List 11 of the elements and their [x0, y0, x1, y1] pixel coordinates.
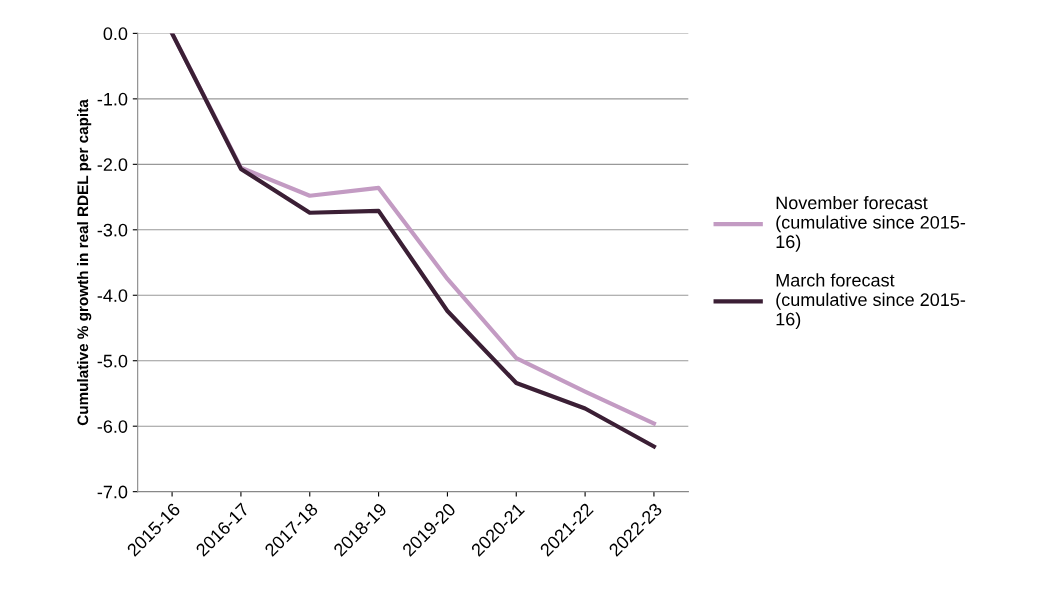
legend-label: March forecast (cumulative since 2015- 16) — [776, 273, 966, 330]
y-tick-label: -4.0 — [97, 289, 128, 302]
y-tick-label: -3.0 — [97, 223, 128, 237]
y-axis-title: Cumulative % growth in real RDEL per capita — [76, 99, 92, 426]
y-tick-label: -1.0 — [97, 92, 128, 106]
y-tick-label: -5.0 — [97, 354, 128, 368]
legend-label: November forecast (cumulative since 2015- 16) — [776, 195, 966, 252]
y-tick-label: -2.0 — [97, 158, 128, 172]
y-tick-label: -6.0 — [97, 420, 128, 433]
y-tick-label: 0.0 — [103, 27, 128, 41]
y-tick-label: -7.0 — [97, 485, 128, 499]
